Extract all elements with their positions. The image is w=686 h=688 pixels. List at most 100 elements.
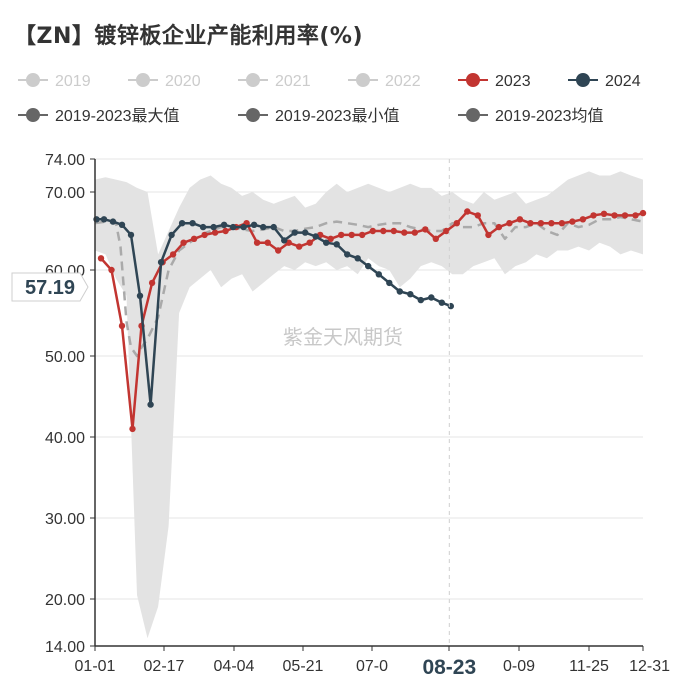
series-line <box>94 215 644 358</box>
data-point <box>569 218 576 225</box>
legend-marker-icon <box>26 73 40 87</box>
data-point <box>344 251 351 258</box>
data-point <box>611 212 618 219</box>
legend-item[interactable]: 2019 <box>18 73 91 90</box>
series-2023 <box>97 208 647 433</box>
y-tick-label: 74.00 <box>45 152 85 169</box>
data-point <box>270 223 277 231</box>
data-point <box>264 239 271 246</box>
y-tick-label: 30.00 <box>45 511 85 528</box>
data-point <box>386 279 393 287</box>
data-point <box>537 220 545 227</box>
legend-item[interactable]: 2019-2023最小值 <box>238 107 400 125</box>
data-point <box>621 212 629 219</box>
data-point <box>302 229 309 236</box>
data-point <box>354 255 361 262</box>
data-point <box>210 223 217 231</box>
data-point <box>281 237 288 244</box>
data-point <box>590 212 597 219</box>
band-area <box>95 171 643 639</box>
x-pointer-label: 08-23 <box>422 656 476 679</box>
data-point <box>220 221 228 228</box>
legend-label: 2019-2023均值 <box>495 107 604 125</box>
data-point <box>453 220 460 227</box>
data-point <box>438 299 445 306</box>
data-point <box>109 218 117 225</box>
data-point <box>97 255 105 262</box>
y-tick-label: 40.00 <box>45 430 85 447</box>
legend-label: 2019-2023最大值 <box>55 107 180 125</box>
y-tick-label: 20.00 <box>45 592 85 609</box>
data-point <box>250 221 258 228</box>
data-point <box>253 239 261 246</box>
legend-item[interactable]: 2021 <box>238 73 311 90</box>
axes: 74.0070.0060.0050.0040.0030.0020.0014.00… <box>45 152 670 675</box>
y-tick-label: 14.00 <box>45 639 85 656</box>
legend-item[interactable]: 2019-2023均值 <box>458 107 604 125</box>
y-pointer-box <box>11 272 89 302</box>
data-point <box>417 296 424 304</box>
data-point <box>147 401 154 408</box>
legend-label: 2023 <box>495 73 531 90</box>
x-tick-label: 05-21 <box>283 658 324 675</box>
data-point <box>390 227 397 235</box>
data-point <box>600 210 608 217</box>
data-point <box>432 235 439 242</box>
x-tick-label: 0-09 <box>503 658 535 675</box>
data-point <box>222 227 229 235</box>
legend-label: 2022 <box>385 73 421 90</box>
data-point <box>407 291 414 298</box>
legend-item[interactable]: 2019-2023最大值 <box>18 107 180 125</box>
data-point <box>296 243 303 250</box>
legend-label: 2021 <box>275 73 311 90</box>
legend-marker-icon <box>246 73 260 87</box>
data-point <box>428 294 435 301</box>
data-point <box>632 212 639 219</box>
y-tick-label: 50.00 <box>45 349 85 366</box>
data-point <box>464 208 471 215</box>
data-point <box>129 425 136 433</box>
data-point <box>327 235 334 242</box>
data-point <box>118 221 126 228</box>
legend-item[interactable]: 2022 <box>348 73 421 90</box>
data-point <box>474 212 481 219</box>
data-point <box>369 227 376 235</box>
data-point <box>401 229 408 236</box>
legend-label: 2019-2023最小值 <box>275 107 400 125</box>
data-point <box>558 220 566 227</box>
x-tick-label: 01-01 <box>75 658 116 675</box>
x-tick-label: 11-25 <box>569 658 609 675</box>
data-point <box>211 229 219 236</box>
data-point <box>127 231 135 239</box>
data-point <box>447 302 454 310</box>
data-point <box>375 271 382 278</box>
legend-item[interactable]: 2024 <box>568 73 641 90</box>
data-point <box>148 279 156 287</box>
axis-pointer: 57.19 08-23 <box>11 159 488 682</box>
data-point <box>348 231 355 239</box>
data-point <box>136 292 144 299</box>
y-pointer-label: 57.19 <box>25 277 75 299</box>
data-point <box>411 229 418 236</box>
data-point <box>240 223 247 231</box>
data-point <box>169 251 177 258</box>
legend-item[interactable]: 2020 <box>128 73 201 90</box>
data-point <box>260 223 267 231</box>
data-point <box>229 223 237 231</box>
legend-marker-icon <box>246 108 260 122</box>
x-tick-label: 04-04 <box>214 658 255 675</box>
legend-marker-icon <box>466 73 480 87</box>
series <box>93 208 647 433</box>
data-point <box>548 220 555 227</box>
data-point <box>157 259 165 266</box>
data-point <box>168 231 175 239</box>
legend-marker-icon <box>356 73 370 87</box>
watermark: 紫金天风期货 <box>283 325 403 349</box>
legend: 2019 2020 2021 2022 2023 2024 2019-2023最大值 2019… <box>18 73 641 125</box>
data-point <box>190 235 198 242</box>
legend-label: 2024 <box>605 73 641 90</box>
legend-label: 2020 <box>165 73 201 90</box>
data-point <box>359 231 366 239</box>
legend-item[interactable]: 2023 <box>458 73 531 90</box>
